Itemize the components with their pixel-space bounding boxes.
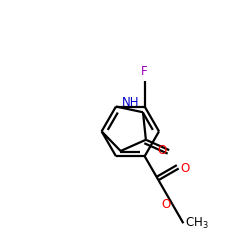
- Text: O: O: [158, 144, 167, 157]
- Text: NH: NH: [122, 96, 140, 109]
- Text: F: F: [141, 65, 148, 78]
- Text: O: O: [161, 198, 170, 210]
- Text: O: O: [181, 162, 190, 175]
- Text: CH$_3$: CH$_3$: [186, 216, 209, 231]
